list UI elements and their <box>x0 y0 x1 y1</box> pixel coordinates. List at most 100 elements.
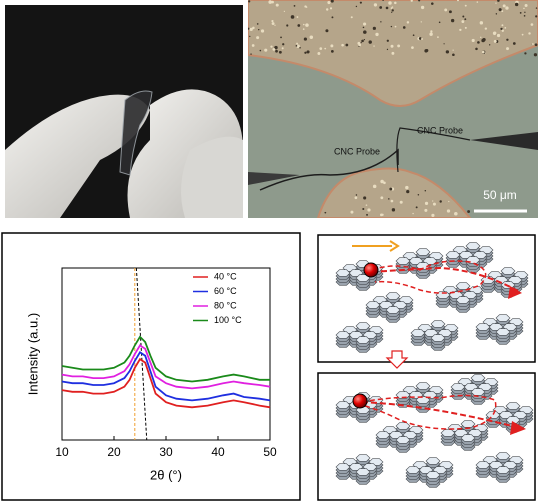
graphene-flake <box>430 334 446 342</box>
texture <box>424 201 429 206</box>
series-line <box>61 344 271 390</box>
texture <box>439 200 442 203</box>
texture <box>498 8 502 12</box>
arrow <box>389 240 400 252</box>
texture <box>454 211 458 216</box>
graphene-flake <box>500 267 516 275</box>
texture <box>248 0 251 3</box>
texture <box>514 2 519 7</box>
texture <box>248 27 250 30</box>
x-tick-label: 30 <box>159 445 173 459</box>
texture <box>296 42 298 45</box>
texture <box>424 190 427 192</box>
graphene-flake <box>460 434 476 442</box>
graphene-flake <box>365 301 381 309</box>
texture <box>418 37 422 40</box>
texture <box>501 10 504 13</box>
texture <box>443 43 445 45</box>
texture <box>303 23 305 26</box>
series-line <box>61 335 270 383</box>
texture <box>448 200 450 203</box>
texture <box>303 37 307 41</box>
texture <box>449 10 452 14</box>
texture <box>251 44 255 47</box>
texture <box>512 42 516 45</box>
y-axis-label: Intensity (a.u.) <box>25 313 40 395</box>
texture <box>363 30 367 34</box>
texture <box>249 27 253 32</box>
graphene-flake <box>385 292 401 300</box>
texture <box>437 36 439 38</box>
graphene-flake <box>410 329 426 337</box>
texture <box>372 26 376 30</box>
texture <box>481 50 485 54</box>
series-line <box>61 357 271 409</box>
texture <box>524 3 528 8</box>
graphene-flake <box>440 429 456 437</box>
texture <box>264 48 268 52</box>
texture <box>329 7 333 10</box>
texture <box>388 198 390 200</box>
texture <box>523 7 525 10</box>
texture <box>366 213 368 216</box>
texture <box>425 48 429 52</box>
graphene-flake <box>415 382 431 390</box>
texture <box>380 21 382 23</box>
texture <box>444 8 448 12</box>
texture <box>293 4 296 7</box>
texture <box>250 53 252 55</box>
texture <box>363 22 367 26</box>
texture <box>281 47 284 50</box>
texture <box>495 13 498 15</box>
texture <box>290 15 295 19</box>
texture <box>386 39 389 42</box>
graphene-flake <box>385 306 401 314</box>
texture <box>418 0 421 2</box>
texture <box>330 44 334 48</box>
texture <box>481 38 485 43</box>
texture <box>412 212 414 215</box>
texture <box>388 1 392 5</box>
graphene-flake <box>335 463 351 471</box>
x-tick-label: 50 <box>263 445 277 459</box>
texture <box>415 206 418 209</box>
texture <box>380 196 384 200</box>
texture <box>327 0 331 5</box>
graphene-flake <box>460 420 476 428</box>
texture <box>530 23 534 26</box>
texture <box>500 27 503 31</box>
texture <box>258 28 260 31</box>
texture <box>360 42 362 44</box>
graphene-flake <box>445 251 461 259</box>
texture <box>502 4 506 8</box>
graphene-flake <box>355 322 371 330</box>
graphene-flake <box>335 331 351 339</box>
texture <box>319 47 323 50</box>
texture <box>295 44 298 47</box>
texture <box>278 50 282 54</box>
x-tick-label: 20 <box>107 445 121 459</box>
texture <box>432 202 436 206</box>
texture <box>362 207 365 211</box>
graphene-flake <box>395 422 411 430</box>
texture <box>363 39 365 41</box>
texture <box>324 47 327 50</box>
texture <box>523 15 526 17</box>
texture <box>534 43 538 47</box>
texture <box>271 22 275 26</box>
x-tick-label: 40 <box>211 445 225 459</box>
texture <box>275 3 279 7</box>
texture <box>432 200 434 202</box>
texture <box>391 9 394 12</box>
texture <box>385 6 389 10</box>
texture <box>506 38 509 41</box>
texture <box>456 0 459 2</box>
texture <box>535 7 538 9</box>
texture <box>350 210 354 214</box>
texture <box>430 30 433 33</box>
texture <box>359 1 362 4</box>
texture <box>445 50 450 54</box>
particle <box>352 393 368 409</box>
texture <box>477 41 480 44</box>
texture <box>412 34 415 37</box>
